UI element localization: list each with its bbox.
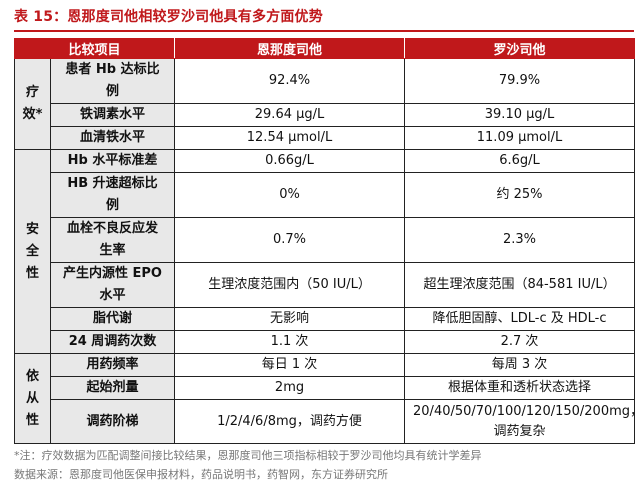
table-row: 脂代谢 无影响 降低胆固醇、LDL-c 及 HDL-c xyxy=(15,307,636,331)
row-value-a: 0% xyxy=(174,172,406,218)
row-value-b: 约 25% xyxy=(404,172,636,218)
header-drug-a: 恩那度司他 xyxy=(174,38,406,59)
row-value-b: 2.3% xyxy=(404,217,636,263)
row-value-b: 20/40/50/70/100/120/150/200mg，调药复杂 xyxy=(404,399,640,444)
row-value-a: 92.4% xyxy=(174,58,406,104)
table-row: 产生内源性 EPO 水平 生理浓度范围内（50 IU/L） 超生理浓度范围（84… xyxy=(15,262,636,308)
row-value-a: 0.7% xyxy=(174,217,406,263)
section-dependency: 依从性 xyxy=(14,353,51,444)
row-item: 24 周调药次数 xyxy=(49,330,176,354)
row-item: 铁调素水平 xyxy=(49,103,176,127)
row-value-a: 12.54 μmol/L xyxy=(174,126,406,150)
table-row: HB 升速超标比例 0% 约 25% xyxy=(15,172,636,218)
row-value-a: 无影响 xyxy=(174,307,406,331)
row-value-a: 29.64 μg/L xyxy=(174,103,406,127)
title-divider xyxy=(14,30,634,32)
row-item: Hb 水平标准差 xyxy=(49,149,176,173)
header-drug-b: 罗沙司他 xyxy=(404,38,636,59)
row-item: 产生内源性 EPO 水平 xyxy=(49,262,176,308)
table-row: 铁调素水平 29.64 μg/L 39.10 μg/L xyxy=(15,103,636,127)
table-row: 安全性 Hb 水平标准差 0.66g/L 6.6g/L xyxy=(14,149,636,354)
row-item: HB 升速超标比例 xyxy=(49,172,176,218)
row-value-a: 生理浓度范围内（50 IU/L） xyxy=(174,262,406,308)
table-row: 疗效* 患者 Hb 达标比例 92.4% 79.9% xyxy=(14,58,636,150)
table-row: 血栓不良反应发生率 0.7% 2.3% xyxy=(15,217,636,263)
table-row: 调药阶梯 1/2/4/6/8mg，调药方便 20/40/50/70/100/12… xyxy=(15,399,640,444)
table-row: 24 周调药次数 1.1 次 2.7 次 xyxy=(15,330,636,354)
row-value-a: 2mg xyxy=(174,376,406,400)
table-header-row: 比较项目 恩那度司他 罗沙司他 xyxy=(13,38,636,59)
comparison-table: 比较项目 恩那度司他 罗沙司他 疗效* 患者 Hb 达标比例 92.4% 79.… xyxy=(13,38,640,444)
row-item: 调药阶梯 xyxy=(49,399,176,444)
row-value-b: 79.9% xyxy=(404,58,636,104)
row-value-b: 根据体重和透析状态选择 xyxy=(404,376,636,400)
table-row: 血清铁水平 12.54 μmol/L 11.09 μmol/L xyxy=(15,126,636,150)
section-efficacy: 疗效* xyxy=(14,58,51,150)
header-item: 比较项目 xyxy=(13,38,176,59)
row-value-b: 39.10 μg/L xyxy=(404,103,636,127)
row-value-b: 6.6g/L xyxy=(404,149,636,173)
table-row: 依从性 用药频率 每日 1 次 每周 3 次 xyxy=(14,353,636,444)
row-value-a: 1.1 次 xyxy=(174,330,406,354)
row-item: 用药频率 xyxy=(49,353,176,377)
row-value-a: 0.66g/L xyxy=(174,149,406,173)
row-value-b: 11.09 μmol/L xyxy=(404,126,636,150)
row-item: 血清铁水平 xyxy=(49,126,176,150)
row-item: 脂代谢 xyxy=(49,307,176,331)
source-note: 数据来源：恩那度司他医保申报材料，药品说明书，药智网，东方证券研究所 xyxy=(14,468,388,481)
row-value-b: 每周 3 次 xyxy=(404,353,636,377)
row-item: 血栓不良反应发生率 xyxy=(49,217,176,263)
footnote: *注：疗效数据为匹配调整间接比较结果，恩那度司他三项指标相较于罗沙司他均具有统计… xyxy=(14,449,482,462)
row-value-b: 降低胆固醇、LDL-c 及 HDL-c xyxy=(404,307,636,331)
row-value-b: 超生理浓度范围（84-581 IU/L） xyxy=(404,262,636,308)
row-item: 起始剂量 xyxy=(49,376,176,400)
row-value-b: 2.7 次 xyxy=(404,330,636,354)
table-row: 起始剂量 2mg 根据体重和透析状态选择 xyxy=(15,376,636,400)
row-value-a: 每日 1 次 xyxy=(174,353,406,377)
table-title: 表 15：恩那度司他相较罗沙司他具有多方面优势 xyxy=(14,9,323,25)
section-safety: 安全性 xyxy=(14,149,51,354)
row-item: 患者 Hb 达标比例 xyxy=(49,58,176,104)
row-value-a: 1/2/4/6/8mg，调药方便 xyxy=(174,399,406,444)
